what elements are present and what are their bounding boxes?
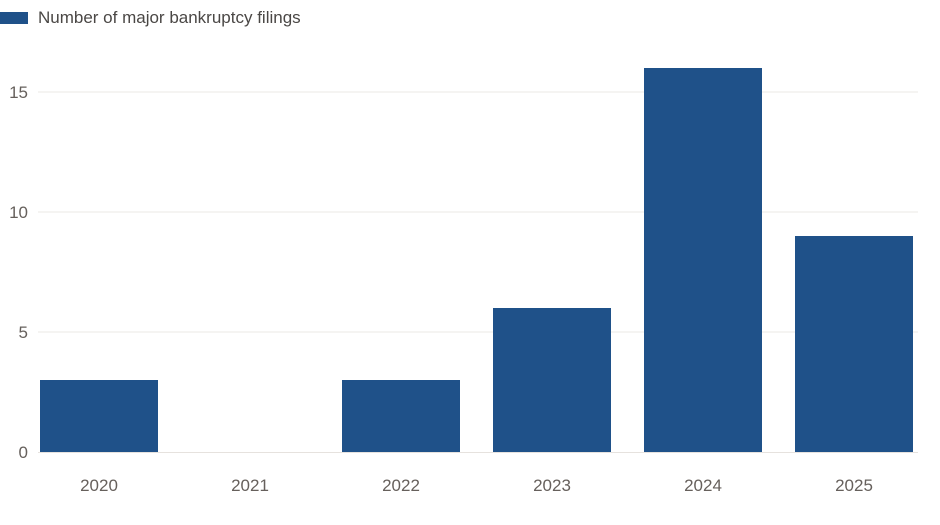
bars [40, 68, 913, 452]
x-tick-label: 2024 [684, 476, 722, 495]
x-tick-label: 2023 [533, 476, 571, 495]
x-tick-label: 2022 [382, 476, 420, 495]
bar-2022 [342, 380, 460, 452]
y-tick-label: 5 [19, 323, 28, 342]
y-tick-label: 10 [9, 203, 28, 222]
x-axis-ticks: 2020 2021 2022 2023 2024 2025 [80, 476, 873, 495]
chart-legend: Number of major bankruptcy filings [0, 6, 301, 30]
y-tick-label: 0 [19, 443, 28, 462]
legend-swatch [0, 12, 28, 24]
legend-label: Number of major bankruptcy filings [38, 8, 301, 27]
x-tick-label: 2025 [835, 476, 873, 495]
bar-2024 [644, 68, 762, 452]
x-tick-label: 2021 [231, 476, 269, 495]
x-tick-label: 2020 [80, 476, 118, 495]
bar-2025 [795, 236, 913, 452]
y-tick-label: 15 [9, 83, 28, 102]
y-axis-ticks: 0 5 10 15 [9, 83, 28, 462]
bar-2020 [40, 380, 158, 452]
grid-lines [38, 91, 918, 333]
bar-2023 [493, 308, 611, 452]
